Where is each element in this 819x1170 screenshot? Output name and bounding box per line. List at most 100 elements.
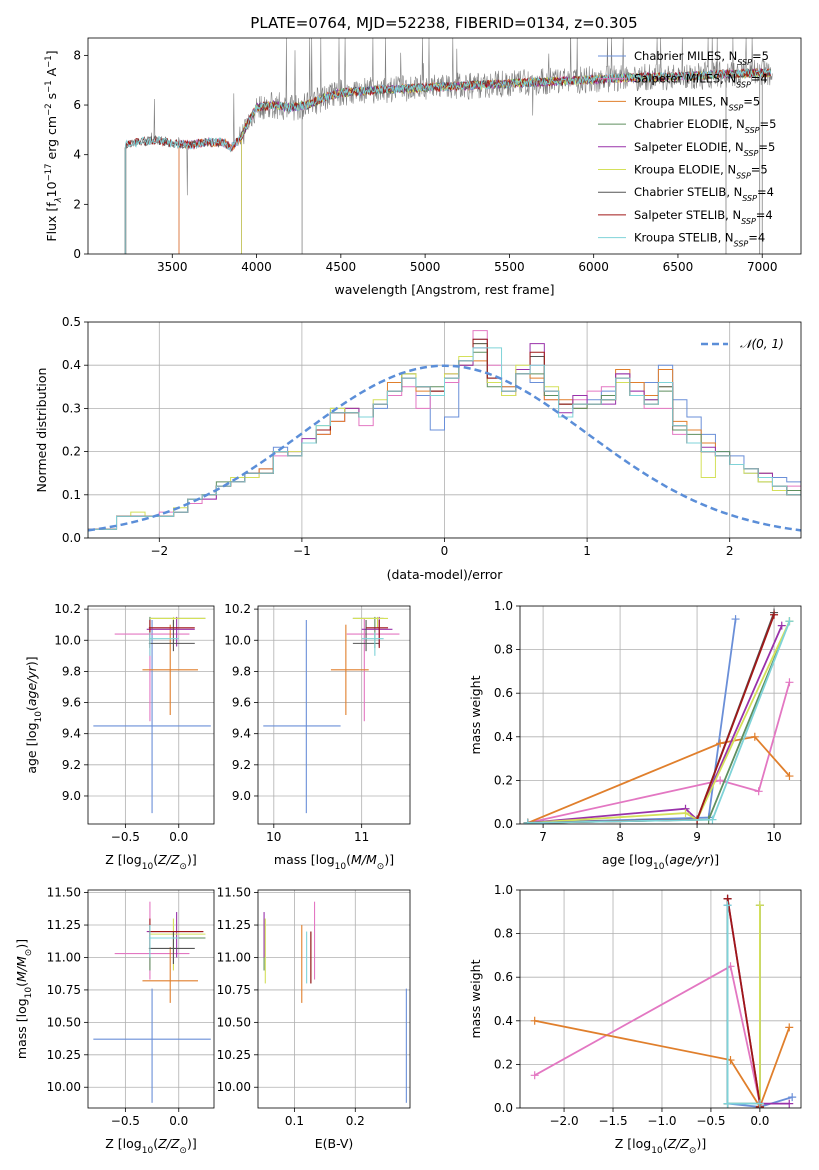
label-part: ( bbox=[24, 706, 39, 711]
label-part: log bbox=[123, 1136, 142, 1151]
legend-n: =4 bbox=[751, 72, 768, 86]
weight-marker-chabrier-miles bbox=[731, 615, 740, 624]
x-tick-label: 7 bbox=[539, 830, 547, 844]
label-part: mass [ bbox=[274, 852, 316, 867]
label-part: log bbox=[316, 852, 335, 867]
axes-frame bbox=[87, 321, 802, 539]
y-tick-label: 10.25 bbox=[47, 1048, 81, 1062]
x-tick-label: 11 bbox=[354, 830, 369, 844]
weight-marker-kroupa-stelib bbox=[523, 818, 532, 824]
legend-sub: SSP bbox=[736, 171, 751, 180]
legend-n: =5 bbox=[743, 94, 760, 108]
label-part: log bbox=[14, 998, 29, 1017]
y-tick-label: 9.8 bbox=[62, 664, 81, 678]
y-label-part: −17 bbox=[44, 163, 54, 181]
x-tick-label: −2.0 bbox=[549, 1114, 578, 1128]
legend-label-normal: 𝒩(0, 1) bbox=[740, 337, 784, 351]
y-tick-label: 9.2 bbox=[62, 758, 81, 772]
legend-label-chabrier-elodie: Chabrier ELODIE, NSSP=5 bbox=[634, 117, 776, 135]
hist-kroupa-miles bbox=[88, 360, 801, 538]
label-part: Normed distribution bbox=[34, 368, 49, 493]
chart-mass-vs-z: −0.5 0.0 10.00 10.25 10.50 10.75 11.00 11.25 11.… bbox=[14, 886, 215, 1156]
label-part: )] bbox=[696, 1136, 706, 1151]
y-tick-label: 0.4 bbox=[62, 358, 81, 372]
chart-weight-vs-z: −2.0 −1.5 −1.0 −0.5 0.0 0.0 0.2 0.4 0.6 0.8 1.0 Z [… bbox=[468, 883, 802, 1156]
plot-area bbox=[88, 322, 801, 538]
label-sub: ⊙ bbox=[24, 949, 34, 957]
label-part: age [ bbox=[24, 742, 39, 774]
x-tick-label: −2 bbox=[150, 544, 168, 558]
weight-line-salpeter-elodie bbox=[726, 898, 790, 1105]
weight-line-chabrier-stelib bbox=[527, 612, 775, 824]
y-label-part: s bbox=[44, 93, 59, 104]
legend-n: =5 bbox=[751, 163, 768, 177]
weight-marker-kroupa-miles bbox=[785, 1023, 794, 1032]
label-part: )] bbox=[187, 1136, 197, 1151]
label-part: Z [ bbox=[105, 1136, 122, 1151]
legend-label-kroupa-stelib: Kroupa STELIB, NSSP=4 bbox=[634, 231, 765, 249]
label-part: wavelength [Angstrom, rest frame] bbox=[334, 282, 554, 297]
y-axis-label: Normed distribution bbox=[34, 368, 49, 493]
label-sub: 10 bbox=[335, 862, 347, 872]
label-part: M/M bbox=[14, 956, 29, 982]
x-axis-label: Z [log10(Z/Z⊙)] bbox=[105, 1136, 196, 1156]
weight-line-kroupa-elodie bbox=[527, 620, 791, 824]
y-tick-label: 11.50 bbox=[217, 886, 251, 900]
x-tick-label: −0.5 bbox=[696, 1114, 725, 1128]
label-part: age/yr bbox=[24, 665, 39, 706]
hist-salpeter-stelib bbox=[88, 338, 801, 538]
x-axis-label: wavelength [Angstrom, rest frame] bbox=[334, 282, 554, 297]
label-part: ( bbox=[14, 982, 29, 987]
y-tick-label: 9.4 bbox=[62, 727, 81, 741]
label-part: )] bbox=[709, 852, 719, 867]
x-tick-label: 10 bbox=[766, 830, 781, 844]
x-tick-label: 3500 bbox=[157, 260, 188, 274]
y-tick-label: 0.4 bbox=[494, 730, 513, 744]
label-part: ( bbox=[153, 1136, 158, 1151]
y-label-part: Flux [f bbox=[44, 202, 59, 242]
label-part: Z/Z bbox=[157, 852, 180, 867]
label-sub: ⊙ bbox=[179, 1146, 187, 1156]
weight-marker-salpeter-stelib bbox=[770, 610, 779, 619]
weight-line-salpeter-stelib bbox=[527, 614, 775, 824]
y-tick-label: 0.8 bbox=[494, 927, 513, 941]
y-tick-label: 1.0 bbox=[494, 883, 513, 897]
weight-line-kroupa-miles bbox=[527, 735, 791, 824]
label-part: Z [ bbox=[105, 852, 122, 867]
label-sub: ⊙ bbox=[689, 1146, 697, 1156]
y-tick-label: 10.50 bbox=[217, 1015, 251, 1029]
axes-frame bbox=[519, 605, 802, 825]
weight-marker-kroupa-stelib bbox=[785, 617, 794, 626]
y-tick-label: 10.2 bbox=[224, 602, 251, 616]
hist-chabrier-elodie bbox=[88, 351, 801, 538]
y-tick-label: 9.2 bbox=[232, 758, 251, 772]
legend-label-chabrier-stelib: Chabrier STELIB, NSSP=4 bbox=[634, 185, 774, 203]
x-tick-label: 8 bbox=[616, 830, 624, 844]
y-axis-label: mass [log10(M/M⊙)] bbox=[14, 939, 34, 1059]
label-part: Z [ bbox=[615, 1136, 632, 1151]
legend-sub: SSP bbox=[729, 103, 744, 112]
plot-area bbox=[124, 38, 773, 254]
legend-text: Chabrier MILES, N bbox=[634, 49, 737, 63]
label-part: mass [ bbox=[14, 1017, 29, 1059]
plot-area bbox=[258, 606, 410, 824]
label-sub: 10 bbox=[653, 862, 665, 872]
label-sub: ⊙ bbox=[377, 862, 385, 872]
x-tick-label: 4500 bbox=[326, 260, 357, 274]
label-part: )] bbox=[384, 852, 394, 867]
x-tick-label: 0.0 bbox=[169, 830, 188, 844]
hist-salpeter-elodie bbox=[88, 343, 801, 538]
x-tick-label: 4000 bbox=[241, 260, 272, 274]
y-label-part: λ bbox=[54, 197, 64, 203]
axes-frame bbox=[87, 605, 215, 825]
legend-n: =5 bbox=[760, 117, 777, 131]
chart-spectrum: 3500 4000 4500 5000 5500 6000 6500 7000 0 2 4 6 8 Cha… bbox=[44, 37, 802, 297]
legend-n: =4 bbox=[748, 231, 765, 245]
y-tick-label: 0.0 bbox=[62, 531, 81, 545]
x-tick-label: 0.0 bbox=[750, 1114, 769, 1128]
plot-area bbox=[520, 890, 801, 1108]
x-tick-label: 6500 bbox=[663, 260, 694, 274]
label-part: ( bbox=[664, 852, 669, 867]
